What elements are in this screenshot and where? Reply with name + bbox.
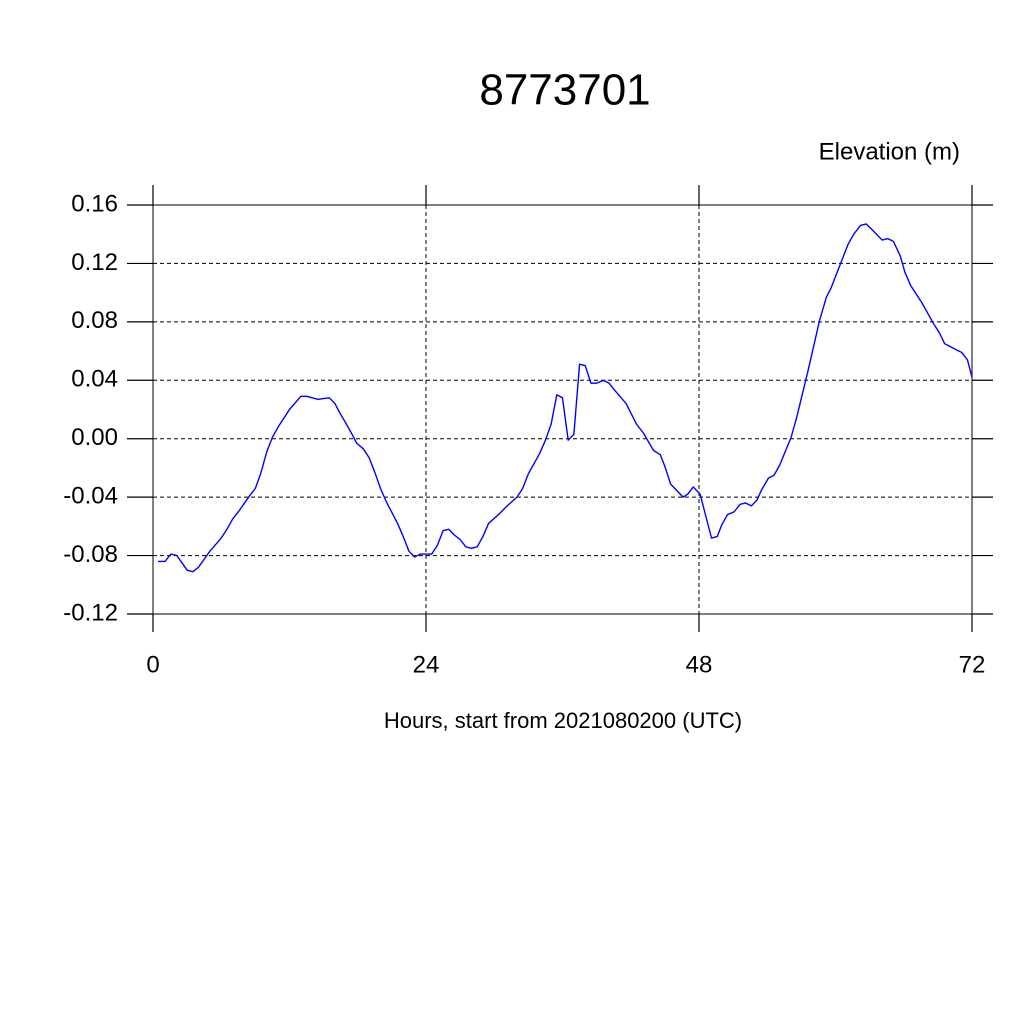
y-tick-label: 0.12 [71,249,118,276]
x-tick-label: 24 [413,651,440,678]
y-tick-label: -0.08 [63,541,118,568]
y-tick-label: -0.04 [63,482,118,509]
y-tick-label: -0.12 [63,599,118,626]
y-tick-label: 0.08 [71,307,118,334]
y-tick-label: 0.16 [71,190,118,217]
y-tick-label: 0.00 [71,424,118,451]
x-tick-label: 72 [959,651,986,678]
chart-title: 8773701 [479,66,650,115]
x-tick-label: 48 [686,651,713,678]
x-axis-label: Hours, start from 2021080200 (UTC) [384,708,742,733]
y-axis-label: Elevation (m) [819,138,960,165]
data-line [158,223,973,573]
y-tick-label: 0.04 [71,366,118,393]
x-tick-label: 0 [146,651,159,678]
